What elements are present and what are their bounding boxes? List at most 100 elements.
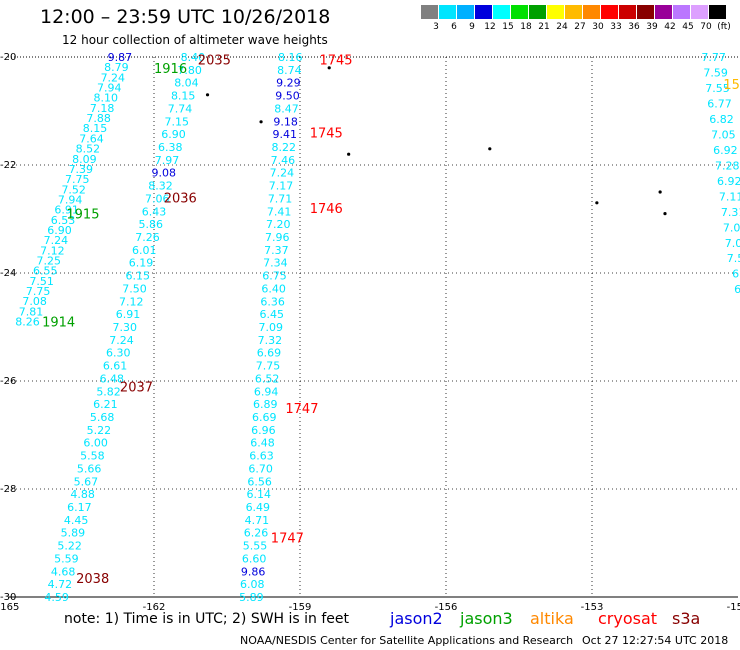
wave-height-value: 6.49	[246, 501, 271, 514]
wave-height-value: 6.56	[247, 475, 272, 488]
wave-height-value: 6.21	[93, 398, 118, 411]
wave-height-value: 8.09	[72, 153, 97, 166]
island-marker	[663, 212, 667, 216]
legend-label: 30	[592, 22, 604, 32]
axis-tick-labels: -165 -162 -159 -156 -153 -150 -20 -22 -24 -26 -28 -…	[0, 52, 740, 613]
wave-height-value: 6.89	[253, 398, 278, 411]
island-marker	[488, 147, 492, 151]
legend-swatch	[421, 5, 438, 19]
wave-height-value: 7.31	[721, 206, 740, 219]
pass-time-label: 2036	[164, 191, 197, 206]
wave-height-value: 6.15	[126, 270, 151, 283]
wave-height-value: 6.96	[251, 424, 276, 437]
pass-time-label: 1747	[285, 402, 318, 417]
legend-swatch	[439, 5, 456, 19]
wave-height-value: 6.52	[255, 372, 280, 385]
wave-height-value: 6.48	[250, 437, 275, 450]
wave-height-value: 8.52	[76, 143, 101, 156]
wave-height-value: 6.60	[242, 552, 267, 565]
wave-height-value: 6.14	[246, 488, 271, 501]
wave-height-value: 5.59	[54, 552, 79, 565]
wave-height-value: 7.05	[711, 128, 736, 141]
wave-height-value: 5.82	[96, 385, 121, 398]
wave-height-value: 6.30	[106, 347, 131, 360]
wave-height-value: 7.50	[122, 282, 147, 295]
legend-swatch	[709, 5, 726, 19]
island-marker	[205, 93, 210, 97]
mission-jason3: jason3	[460, 609, 513, 628]
island-marker	[658, 190, 662, 194]
wave-height-value: 8.22	[272, 141, 297, 154]
wave-height-value: 6.77	[707, 97, 732, 110]
wave-height-value: 6.43	[142, 205, 167, 218]
wave-height-value: 7.94	[97, 82, 122, 95]
pass-time-label: 1914	[42, 316, 75, 331]
wave-height-value: 4.72	[48, 578, 73, 591]
wave-height-value: 5.67	[74, 475, 99, 488]
wave-height-value: 7.18	[90, 102, 115, 115]
wave-height-value: 6.91	[54, 204, 79, 217]
legend-label: 15	[502, 22, 514, 32]
wave-height-value: 7.25	[37, 255, 62, 268]
wave-height-value: 7.30	[113, 321, 138, 334]
wave-height-value: 7.94	[58, 193, 83, 206]
wave-height-value: 6.26	[244, 527, 269, 540]
wave-height-value: 7.74	[168, 102, 193, 115]
wave-height-value: 6.90	[161, 128, 186, 141]
wave-height-value: 6.45	[259, 308, 284, 321]
pass-time-label: 15	[723, 78, 740, 93]
wave-height-value: 7.97	[155, 154, 180, 167]
legend-label: 12	[484, 22, 496, 32]
wave-height-value: 7.88	[86, 112, 111, 125]
legend-swatch	[637, 5, 654, 19]
pass-time-label: 1747	[271, 532, 304, 547]
wave-height-value: 7.51	[727, 252, 740, 265]
wave-height-value: 7.77	[701, 51, 726, 64]
wave-height-value: 7.24	[44, 234, 69, 247]
wave-height-value: 6.70	[248, 462, 273, 475]
wave-height-value: 5.55	[243, 540, 268, 553]
wave-height-value: 6.94	[254, 385, 279, 398]
wave-height-value: 9.08	[151, 167, 176, 180]
wave-height-value: 7.39	[69, 163, 94, 176]
wave-height-value: 6.75	[262, 270, 287, 283]
chart-title: 12:00 – 23:59 UTC 10/26/2018	[40, 6, 331, 28]
wave-height-value: 9.86	[241, 565, 266, 578]
lon-tick-label: -162	[143, 602, 166, 613]
wave-height-value: 8.74	[277, 64, 302, 77]
wave-height-value: 5.22	[87, 424, 112, 437]
lat-tick-label: -24	[0, 268, 16, 279]
wave-height-value: 7.37	[264, 244, 289, 257]
wave-height-value: 6.53	[51, 214, 76, 227]
pass-time-label: 1915	[66, 208, 99, 223]
wave-height-value: 5.86	[139, 218, 164, 231]
legend-label: 36	[628, 22, 640, 32]
wave-height-value: 7.55	[705, 82, 730, 95]
wave-height-value: 8.47	[274, 102, 299, 115]
lat-tick-label: -28	[0, 484, 16, 495]
wave-height-value: 6.48	[100, 372, 125, 385]
wave-height-value: 7.64	[79, 132, 104, 145]
wave-height-value: 7.71	[268, 192, 293, 205]
legend-label: 3	[433, 22, 439, 32]
wave-height-value: 6.61	[103, 360, 128, 373]
wave-height-value: 7.41	[267, 205, 292, 218]
wave-height-value: 7.75	[26, 285, 51, 298]
pass-time-label: 2038	[76, 572, 109, 587]
wave-height-value: 5.66	[77, 462, 102, 475]
pass-time-label: 1745	[310, 127, 343, 142]
wave-height-value: 6.17	[67, 501, 92, 514]
credit-line: NOAA/NESDIS Center for Satellite Applica…	[240, 634, 574, 647]
footer-note: note: 1) Time is in UTC; 2) SWH is in fe…	[64, 611, 350, 627]
chart-subtitle: 12 hour collection of altimeter wave hei…	[62, 33, 328, 47]
wave-height-value: 7.81	[19, 305, 44, 318]
wave-height-value: 7.24	[109, 334, 134, 347]
wave-height-value: 6.40	[261, 282, 286, 295]
wave-height-value: 6.19	[129, 257, 154, 270]
legend-swatch	[655, 5, 672, 19]
wave-height-value: 8.40	[181, 51, 206, 64]
wave-height-value: 7.80	[177, 64, 202, 77]
wave-height-value: 4.45	[64, 514, 89, 527]
wave-height-value: 7.12	[119, 295, 144, 308]
wave-height-value: 6.01	[132, 244, 157, 257]
